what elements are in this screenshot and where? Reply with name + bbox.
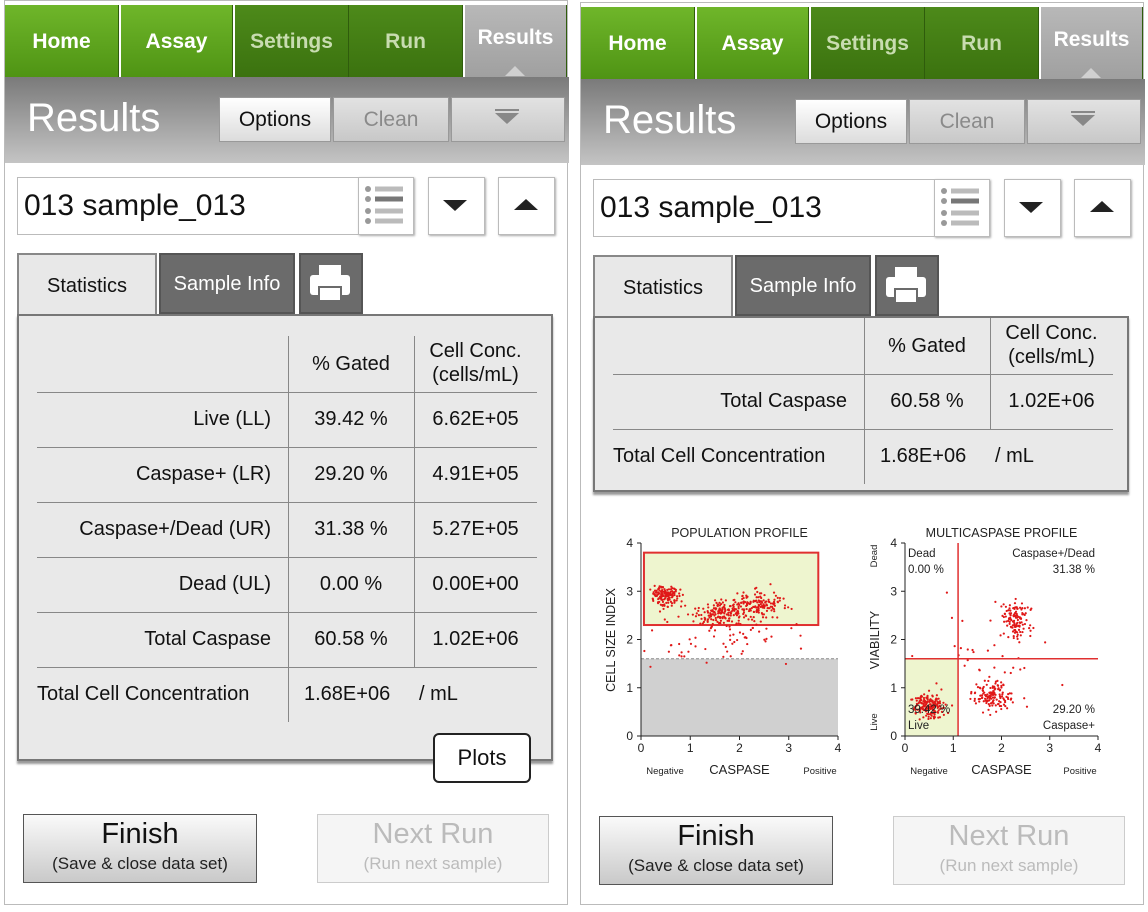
row-divider bbox=[37, 447, 537, 448]
options-button[interactable]: Options bbox=[219, 97, 331, 142]
sample-field[interactable]: 013 sample_013 bbox=[593, 179, 947, 237]
nav-tab[interactable]: Assay bbox=[121, 5, 233, 77]
dropdown-button[interactable] bbox=[451, 97, 565, 142]
button-sublabel: (Run next sample) bbox=[363, 854, 503, 873]
cell-value: 1.68E+06 bbox=[304, 683, 391, 705]
sample-field[interactable]: 013 sample_013 bbox=[17, 177, 371, 235]
column-header: (cells/mL) bbox=[432, 364, 519, 386]
row-divider bbox=[613, 429, 1113, 430]
screen-title: Results bbox=[603, 98, 737, 142]
button-label: Next Run bbox=[948, 820, 1070, 852]
icon-button[interactable] bbox=[358, 177, 414, 235]
row-divider bbox=[613, 374, 1113, 375]
cell-value: 31.38 % bbox=[314, 518, 388, 540]
column-divider bbox=[990, 318, 991, 429]
screen-title: Results bbox=[27, 96, 161, 140]
button-sublabel: (Save & close data set) bbox=[628, 856, 804, 875]
dropdown-button[interactable] bbox=[1027, 99, 1141, 144]
button-label: Finish bbox=[101, 818, 179, 850]
print-tab[interactable] bbox=[875, 255, 939, 316]
row-divider bbox=[37, 667, 537, 668]
nav-tab[interactable]: Assay bbox=[697, 7, 809, 79]
row-label: Total Caspase bbox=[720, 390, 847, 412]
nav-tab[interactable]: Run bbox=[925, 7, 1039, 79]
row-label: Live (LL) bbox=[193, 408, 271, 430]
row-divider bbox=[37, 392, 537, 393]
icon-button[interactable] bbox=[934, 179, 990, 237]
app-screen: Home Assay Settings Run Results Results Option… bbox=[580, 2, 1145, 905]
cell-value: 0.00E+00 bbox=[432, 573, 519, 595]
button-label: Finish bbox=[677, 820, 755, 852]
cell-value: 29.20 % bbox=[314, 463, 388, 485]
column-header: % Gated bbox=[888, 335, 966, 357]
statistics-table: % Gated Cell Conc. (cells/mL) Total Caspase… bbox=[593, 316, 1129, 492]
button-sublabel: (Save & close data set) bbox=[52, 854, 228, 873]
column-header: (cells/mL) bbox=[1008, 346, 1095, 368]
column-header: Cell Conc. bbox=[1005, 322, 1098, 344]
cell-unit: / mL bbox=[419, 683, 458, 705]
cell-unit: / mL bbox=[995, 445, 1034, 467]
nav-tab[interactable]: Settings bbox=[235, 5, 349, 77]
toggle-button[interactable]: Plots bbox=[433, 733, 531, 783]
icon-button[interactable] bbox=[1004, 179, 1061, 237]
clean-button[interactable]: Clean bbox=[333, 97, 449, 142]
sample-info-tab[interactable]: Sample Info bbox=[735, 255, 871, 316]
nav-tab[interactable]: Home bbox=[581, 7, 695, 79]
options-button[interactable]: Options bbox=[795, 99, 907, 144]
finish-button[interactable]: Finish (Save & close data set) bbox=[599, 816, 833, 885]
row-divider bbox=[37, 612, 537, 613]
clean-button[interactable]: Clean bbox=[909, 99, 1025, 144]
nav-tab[interactable]: Results bbox=[1041, 7, 1143, 79]
cell-value: 39.42 % bbox=[314, 408, 388, 430]
print-tab[interactable] bbox=[299, 253, 363, 314]
cell-value: 60.58 % bbox=[314, 628, 388, 650]
row-divider bbox=[37, 557, 537, 558]
icon-button[interactable] bbox=[1074, 179, 1131, 237]
cell-value: 1.02E+06 bbox=[1008, 390, 1095, 412]
column-divider bbox=[414, 336, 415, 667]
row-label: Caspase+ (LR) bbox=[135, 463, 271, 485]
next-run-button: Next Run (Run next sample) bbox=[317, 814, 549, 883]
button-label: Next Run bbox=[372, 818, 494, 850]
cell-value: 5.27E+05 bbox=[432, 518, 519, 540]
next-run-button: Next Run (Run next sample) bbox=[893, 816, 1125, 885]
cell-value: 6.62E+05 bbox=[432, 408, 519, 430]
row-label: Caspase+/Dead (UR) bbox=[79, 518, 271, 540]
row-divider bbox=[37, 502, 537, 503]
nav-tab[interactable]: Results bbox=[465, 5, 567, 77]
cell-value: 1.02E+06 bbox=[432, 628, 519, 650]
cell-value: 0.00 % bbox=[319, 573, 383, 595]
button-sublabel: (Run next sample) bbox=[939, 856, 1079, 875]
cell-value: 1.68E+06 bbox=[880, 445, 967, 467]
statistics-tab[interactable]: Statistics bbox=[17, 253, 157, 315]
statistics-tab[interactable]: Statistics bbox=[593, 255, 733, 317]
icon-button[interactable] bbox=[428, 177, 485, 235]
row-label: Dead (UL) bbox=[178, 573, 271, 595]
icon-button[interactable] bbox=[498, 177, 555, 235]
cell-value: 4.91E+05 bbox=[432, 463, 519, 485]
column-header: % Gated bbox=[312, 353, 390, 375]
nav-tab[interactable]: Home bbox=[5, 5, 119, 77]
column-header: Cell Conc. bbox=[429, 340, 522, 362]
row-label: Total Caspase bbox=[144, 628, 271, 650]
sample-info-tab[interactable]: Sample Info bbox=[159, 253, 295, 314]
cell-value: 60.58 % bbox=[890, 390, 964, 412]
row-label: Total Cell Concentration bbox=[37, 683, 250, 705]
nav-tab[interactable]: Run bbox=[349, 5, 463, 77]
column-divider bbox=[864, 318, 865, 484]
statistics-table: % Gated Cell Conc. (cells/mL) Live (LL) 39.4… bbox=[17, 314, 553, 761]
nav-tab[interactable]: Settings bbox=[811, 7, 925, 79]
app-screen: Home Assay Settings Run Results Results Option… bbox=[4, 0, 569, 905]
column-divider bbox=[288, 336, 289, 722]
row-label: Total Cell Concentration bbox=[613, 445, 826, 467]
finish-button[interactable]: Finish (Save & close data set) bbox=[23, 814, 257, 883]
